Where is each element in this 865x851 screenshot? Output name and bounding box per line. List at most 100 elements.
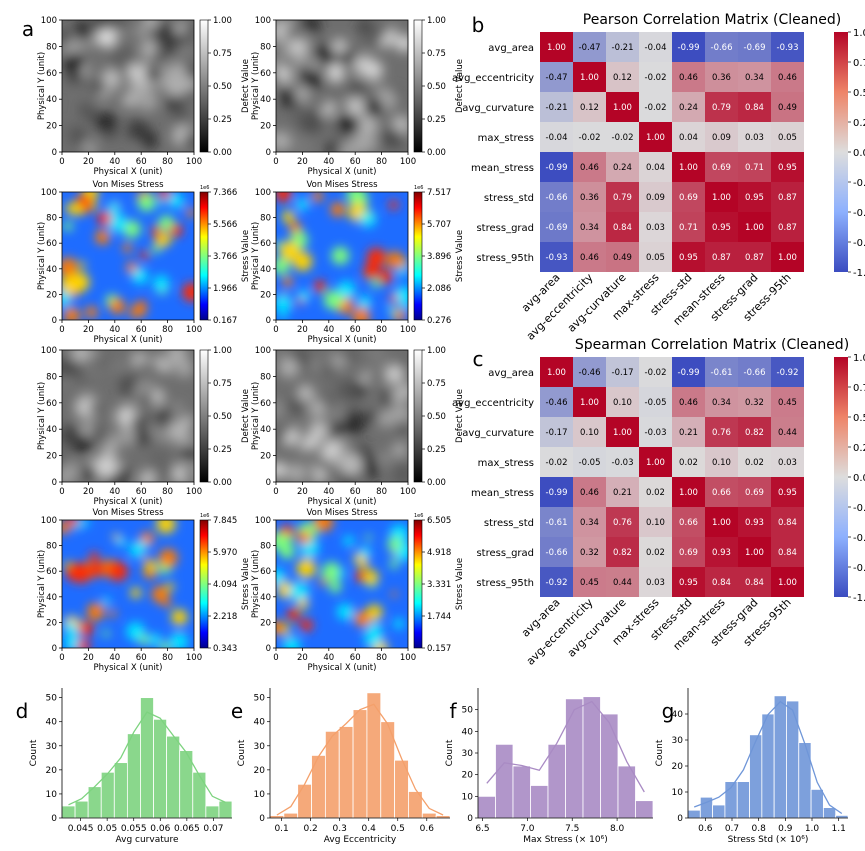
field-blob bbox=[130, 414, 149, 433]
heatmap-cell bbox=[672, 122, 705, 152]
heatmap-cell bbox=[606, 477, 639, 507]
field-blob bbox=[371, 279, 381, 289]
field-blob bbox=[97, 112, 117, 132]
heatmap-cell-value: -0.69 bbox=[546, 223, 568, 233]
field-blob bbox=[367, 350, 386, 361]
hist-bar bbox=[635, 800, 654, 819]
field-blob bbox=[160, 362, 171, 373]
y-tick-label: 30 bbox=[46, 742, 58, 752]
x-tick-label: 100 bbox=[400, 157, 416, 167]
heatmap-cell-value: -0.17 bbox=[546, 428, 568, 438]
defect-map-panel: 00 20 20 40 40 60 60 80 80 100 100 Physical X (unit… bbox=[251, 16, 465, 177]
field-blob bbox=[393, 309, 406, 320]
heatmap-cell-value: -0.47 bbox=[579, 43, 601, 53]
heatmap-cell bbox=[672, 62, 705, 92]
x-tick-label: 0 bbox=[273, 487, 278, 497]
heatmap-cell-value: -0.21 bbox=[612, 43, 634, 53]
field-blob bbox=[363, 262, 380, 278]
y-tick-label: 20 bbox=[254, 766, 266, 776]
heatmap-cell-value: 0.87 bbox=[712, 253, 731, 263]
y-axis-label: Physical Y (unit) bbox=[37, 222, 47, 290]
x-axis-label: Physical X (unit) bbox=[308, 167, 377, 177]
field-blob bbox=[119, 426, 140, 446]
y-tick-label: 60 bbox=[46, 567, 57, 577]
field-blob bbox=[384, 364, 405, 385]
heatmap-cell-value: 0.34 bbox=[712, 398, 731, 408]
field-blob bbox=[62, 257, 78, 277]
x-tick-label: 0.055 bbox=[121, 824, 147, 834]
hist-bar bbox=[761, 713, 775, 819]
heatmap-cell-value: 1.00 bbox=[745, 223, 764, 233]
y-tick-label: 20 bbox=[260, 122, 271, 132]
heatmap-cell bbox=[540, 182, 573, 212]
x-tick-label: 0.6 bbox=[698, 824, 713, 834]
heatmap-cell-value: 0.05 bbox=[646, 253, 665, 263]
heatmap-cell bbox=[738, 447, 771, 477]
heatmap-row-label: stress_95th bbox=[476, 253, 534, 264]
heatmap-cell bbox=[573, 182, 606, 212]
heatmap-row-label: avg_curvature bbox=[462, 103, 534, 114]
heatmap-cell bbox=[705, 357, 738, 387]
y-tick-label: 60 bbox=[46, 399, 57, 409]
x-tick-label: 0 bbox=[59, 653, 64, 663]
field-blob bbox=[277, 88, 295, 107]
field-blob bbox=[78, 261, 86, 269]
field-blob bbox=[145, 65, 162, 82]
cbar-tick-label: 5.707 bbox=[427, 220, 451, 230]
y-tick-label: 0 bbox=[51, 814, 57, 824]
stress-cbar-label: Stress Value bbox=[455, 558, 465, 610]
x-tick-label: 0 bbox=[59, 157, 64, 167]
heatmap-cell bbox=[705, 387, 738, 417]
y-tick-label: 0 bbox=[52, 316, 57, 326]
field-blob bbox=[182, 132, 194, 148]
panel-letter-c: c bbox=[473, 347, 484, 371]
field-blob bbox=[62, 521, 70, 535]
field-blob bbox=[345, 94, 370, 119]
heatmap-cell bbox=[672, 387, 705, 417]
plot-frame bbox=[61, 349, 195, 483]
correlation-heatmap: Pearson Correlation Matrix (Cleaned) 1.00… bbox=[452, 12, 865, 343]
y-tick-label: 60 bbox=[46, 239, 57, 249]
field-blob bbox=[376, 410, 393, 428]
heatmap-row-label: avg_area bbox=[488, 43, 534, 54]
heatmap-cell bbox=[672, 567, 705, 597]
field-blob bbox=[140, 131, 158, 149]
y-tick-label: 100 bbox=[41, 188, 57, 198]
x-tick-label: 60 bbox=[350, 325, 361, 335]
heatmap-cell-value: -0.02 bbox=[579, 133, 601, 143]
heatmap-cell bbox=[639, 152, 672, 182]
field-blob bbox=[282, 636, 301, 648]
heatmap-cell-value: 0.46 bbox=[679, 398, 698, 408]
heatmap-title: Spearman Correlation Matrix (Cleaned) bbox=[575, 337, 849, 353]
heatmap-row-label: stress_grad bbox=[476, 223, 534, 234]
y-tick-label: 20 bbox=[462, 771, 474, 781]
field-blob bbox=[168, 192, 184, 209]
heatmap-cell-value: -0.92 bbox=[777, 368, 799, 378]
cbar-tick-label: 3.331 bbox=[427, 580, 451, 590]
heatmap-col-label: avg-curvature bbox=[565, 596, 629, 660]
heatmap-cell bbox=[540, 242, 573, 272]
y-tick-label: 80 bbox=[260, 214, 271, 224]
cbar-tick-label: 2.086 bbox=[427, 284, 451, 294]
field-blob bbox=[139, 541, 148, 550]
field-blob bbox=[286, 396, 306, 417]
field-blob bbox=[88, 422, 105, 438]
field-blob bbox=[95, 230, 110, 245]
field-blob bbox=[153, 23, 177, 48]
heatmap-cell bbox=[573, 567, 606, 597]
plot-frame bbox=[275, 191, 409, 321]
histogram: 0.6 0.7 0.8 0.9 1.0 1.1 0 10 20 30 40 Stress Std (×… bbox=[655, 688, 849, 845]
field-blob bbox=[279, 311, 288, 320]
heatmap-cell-value: -0.02 bbox=[645, 103, 667, 113]
field-blob bbox=[295, 20, 308, 27]
heatmap-cell-value: 0.71 bbox=[679, 223, 698, 233]
heatmap-cell-value: 0.44 bbox=[613, 578, 632, 588]
x-tick-label: 40 bbox=[109, 325, 120, 335]
field-blob bbox=[85, 306, 98, 319]
heatmap-cell-value: -0.17 bbox=[612, 368, 634, 378]
field-blob bbox=[344, 350, 357, 362]
cbar-tick-label: -0.25 bbox=[853, 503, 865, 514]
field-blob bbox=[108, 433, 121, 446]
x-axis-label: Avg Eccentricity bbox=[324, 835, 397, 845]
field-blob bbox=[182, 20, 194, 40]
